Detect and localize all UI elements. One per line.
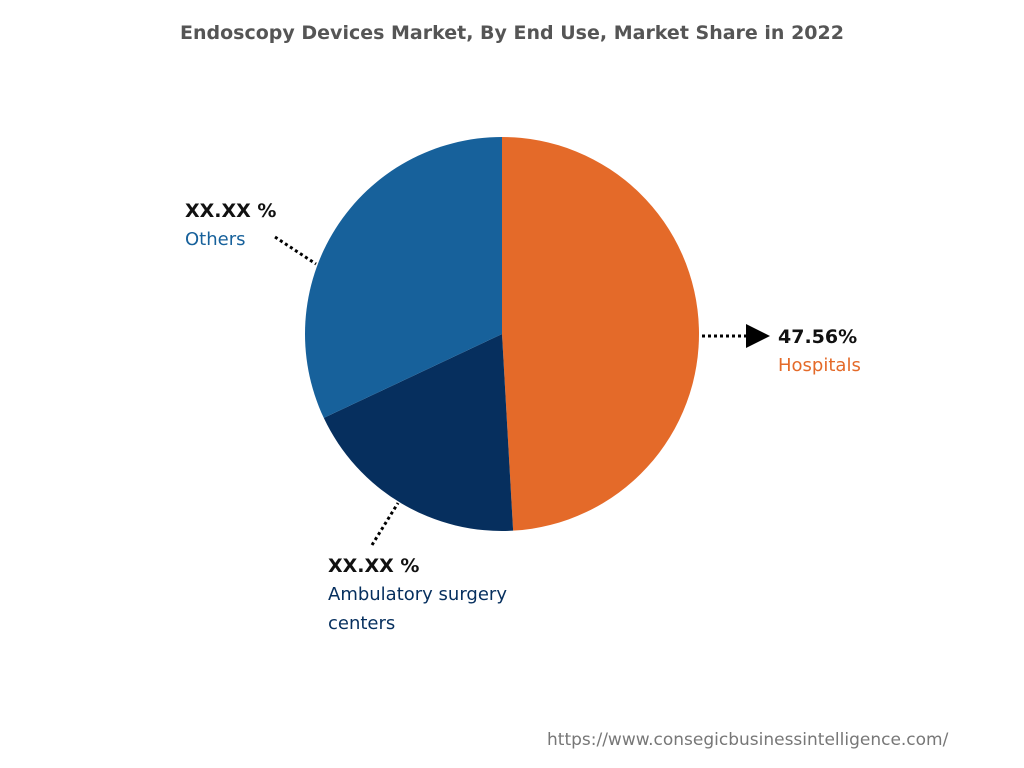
value-label: XX.XX % (328, 555, 420, 577)
chart-title: Endoscopy Devices Market, By End Use, Ma… (180, 22, 844, 44)
pie (305, 137, 699, 531)
pie-slice (323, 334, 514, 531)
leader-line (274, 235, 317, 266)
pie-slice (305, 137, 502, 418)
source-url: https://www.consegicbusinessintelligence… (547, 730, 949, 750)
category-label: Ambulatory surgery centers (328, 584, 507, 634)
leader-line (370, 502, 400, 546)
category-label: Others (185, 229, 246, 250)
value-label: XX.XX % (185, 200, 277, 222)
category-label: Hospitals (778, 355, 861, 376)
value-label: 47.56% (778, 326, 858, 348)
pie-slice (502, 137, 699, 531)
